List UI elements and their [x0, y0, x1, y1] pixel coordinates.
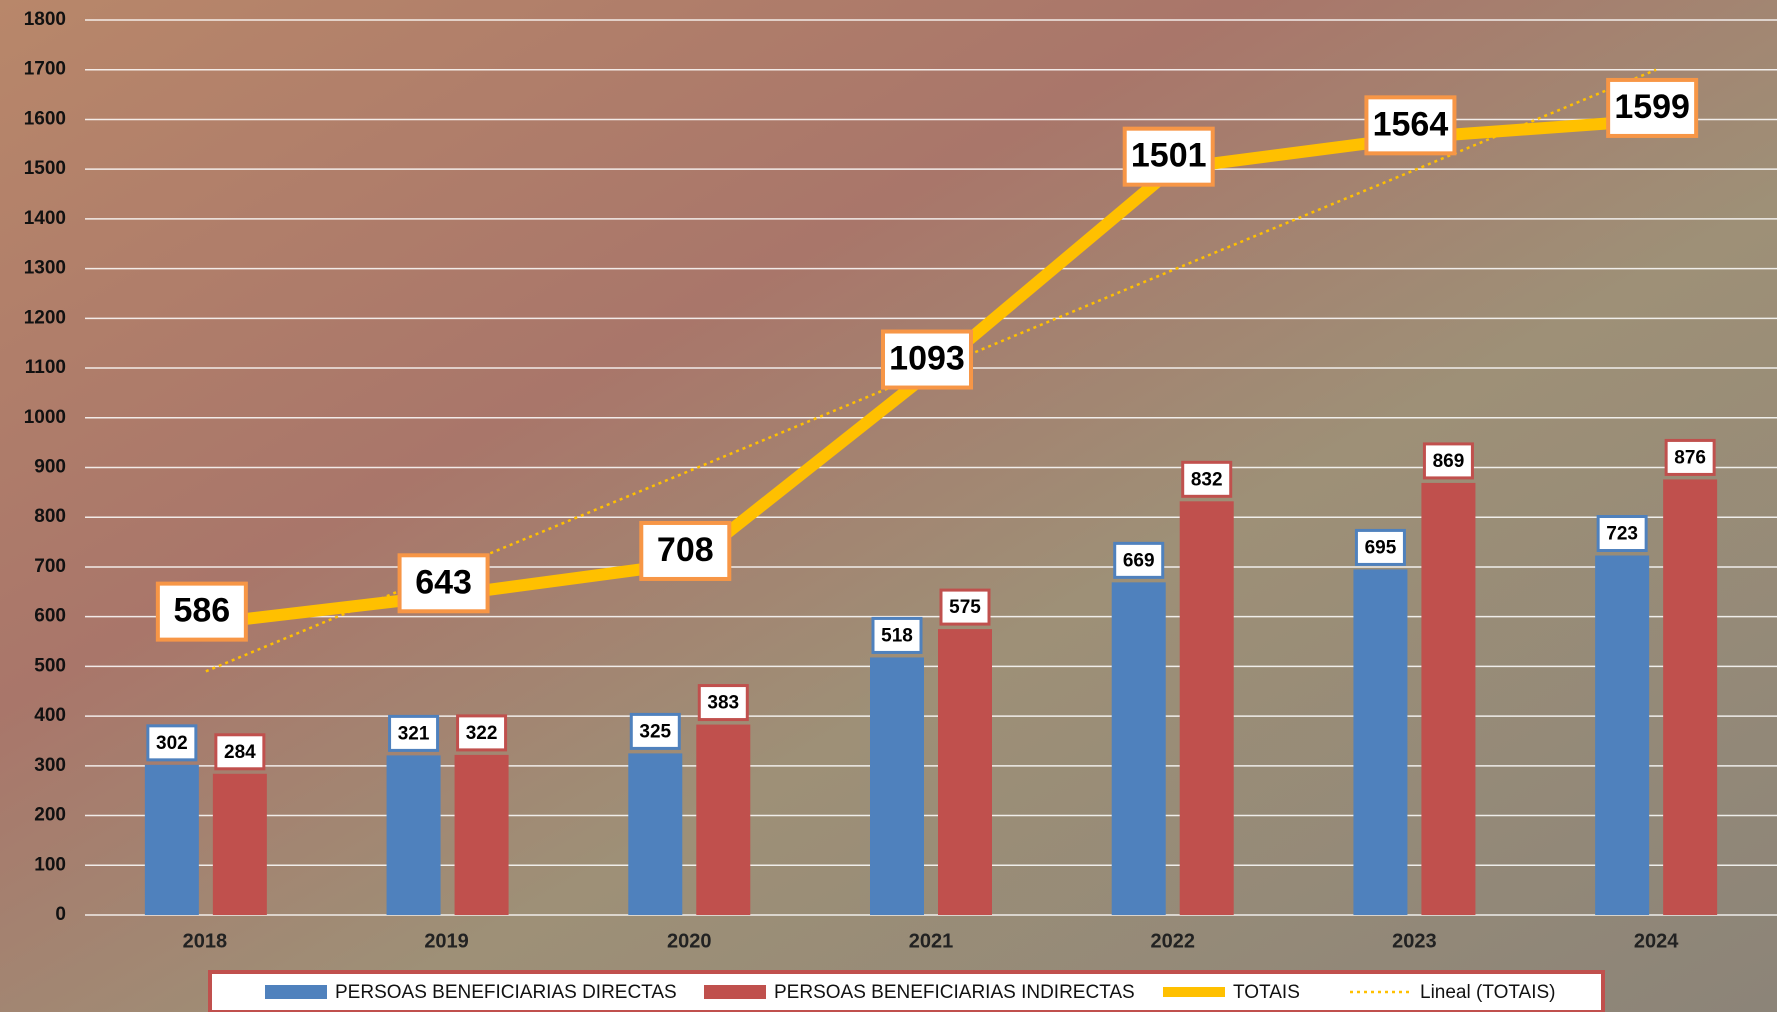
legend-label: PERSOAS BENEFICIARIAS DIRECTAS: [335, 982, 677, 1003]
data-label: 1093: [889, 340, 965, 378]
bar: [696, 725, 750, 915]
x-tick-label: 2022: [1150, 930, 1195, 952]
legend-swatch: [265, 985, 327, 999]
bar: [387, 755, 441, 915]
y-tick-label: 900: [34, 457, 66, 478]
y-tick-label: 700: [34, 556, 66, 577]
data-label: 643: [415, 563, 472, 601]
y-tick-label: 300: [34, 755, 66, 776]
bar: [1112, 582, 1166, 915]
data-label: 723: [1606, 524, 1638, 545]
data-label: 876: [1674, 447, 1706, 468]
x-tick-label: 2018: [183, 930, 228, 952]
bar: [1421, 483, 1475, 915]
y-tick-label: 500: [34, 655, 66, 676]
y-tick-label: 1700: [24, 59, 66, 80]
y-tick-label: 600: [34, 606, 66, 627]
data-label: 1501: [1131, 137, 1207, 175]
y-tick-label: 1600: [24, 108, 66, 129]
data-label: 1564: [1373, 105, 1449, 143]
bar: [1595, 556, 1649, 915]
bar: [870, 657, 924, 915]
x-tick-label: 2019: [424, 930, 469, 952]
chart: 0 100 200 300 400 500 600 700 800 900 1000 1100 1200…: [0, 0, 1777, 1012]
y-tick-label: 1300: [24, 258, 66, 279]
bar: [213, 774, 267, 915]
data-label: 302: [156, 733, 188, 754]
bar: [1180, 501, 1234, 915]
data-label: 669: [1123, 550, 1155, 571]
data-label: 1599: [1614, 88, 1690, 126]
y-tick-label: 100: [34, 854, 66, 875]
y-tick-label: 1100: [25, 357, 66, 378]
data-label: 869: [1433, 451, 1465, 472]
bar: [455, 755, 509, 915]
y-tick-label: 800: [34, 506, 66, 527]
data-label: 832: [1191, 469, 1223, 490]
legend-label: PERSOAS BENEFICIARIAS INDIRECTAS: [774, 982, 1135, 1003]
bar: [1663, 479, 1717, 915]
data-label: 575: [949, 597, 981, 618]
data-label: 586: [173, 592, 230, 630]
data-label: 321: [398, 723, 430, 744]
data-label: 708: [657, 531, 714, 569]
data-label: 322: [466, 723, 498, 744]
data-label: 284: [224, 742, 256, 763]
data-label: 383: [707, 693, 739, 714]
x-tick-label: 2024: [1634, 930, 1679, 952]
y-tick-label: 1800: [24, 9, 66, 30]
bar: [938, 629, 992, 915]
x-tick-label: 2020: [667, 930, 712, 952]
data-label: 518: [881, 625, 913, 646]
legend-label: Lineal (TOTAIS): [1420, 982, 1556, 1003]
y-tick-label: 1400: [24, 208, 66, 229]
y-tick-label: 1200: [24, 307, 66, 328]
bar: [628, 753, 682, 915]
x-tick-label: 2021: [909, 930, 954, 952]
legend-label: TOTAIS: [1233, 982, 1300, 1003]
legend-swatch: [704, 985, 766, 999]
y-tick-label: 1000: [24, 407, 66, 428]
y-tick-label: 0: [55, 904, 66, 925]
y-tick-label: 1500: [24, 158, 66, 179]
data-label: 695: [1365, 537, 1397, 558]
bar: [1353, 569, 1407, 915]
y-tick-label: 400: [34, 705, 66, 726]
data-label: 325: [639, 721, 671, 742]
x-tick-label: 2023: [1392, 930, 1437, 952]
y-tick-label: 200: [34, 805, 66, 826]
bar: [145, 765, 199, 915]
